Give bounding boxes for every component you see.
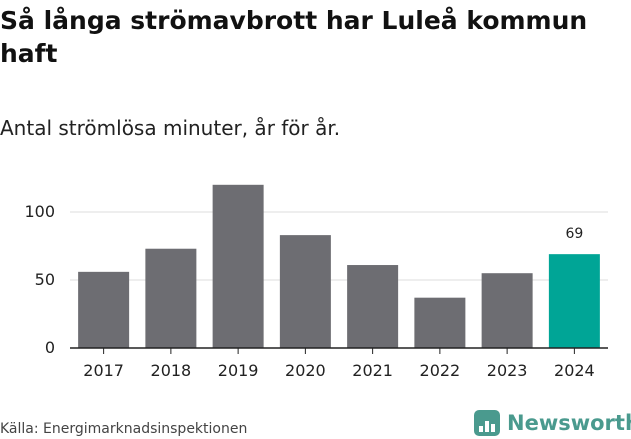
- x-tick-label-2024: 2024: [554, 361, 595, 380]
- x-tick-label-2017: 2017: [83, 361, 124, 380]
- x-tick-label-2023: 2023: [487, 361, 528, 380]
- bar-2018: [145, 248, 197, 348]
- x-tick-label-2021: 2021: [352, 361, 393, 380]
- x-tick-label-2020: 2020: [285, 361, 326, 380]
- x-tick-label-2019: 2019: [218, 361, 259, 380]
- x-tick-label-2022: 2022: [420, 361, 461, 380]
- bar-2017: [78, 271, 130, 348]
- data-label-2024: 69: [565, 226, 583, 242]
- bar-2022: [414, 297, 466, 348]
- chart-title: Så långa strömavbrott har Luleå kommun h…: [0, 6, 588, 68]
- y-tick-label-50: 50: [35, 270, 55, 289]
- brand-name: Newsworthy: [507, 411, 631, 435]
- bar-2019: [212, 184, 264, 348]
- newsworthy-logo: Newsworthy: [474, 408, 631, 438]
- source-note: Källa: Energimarknadsinspektionen: [0, 421, 248, 437]
- bar-2020: [279, 235, 331, 348]
- bar-2023: [481, 273, 533, 348]
- y-tick-label-0: 0: [45, 338, 55, 357]
- x-tick-label-2018: 2018: [151, 361, 192, 380]
- y-tick-label-100: 100: [24, 202, 55, 221]
- bar-chart: 0 50 100 2017 2018 2019 2020 2021 2022 2023 2024 69: [24, 184, 608, 380]
- bar-chart-icon: [474, 410, 500, 436]
- bar-2021: [347, 265, 399, 348]
- bar-2024: [548, 254, 600, 348]
- chart-subtitle: Antal strömlösa minuter, år för år.: [0, 116, 341, 140]
